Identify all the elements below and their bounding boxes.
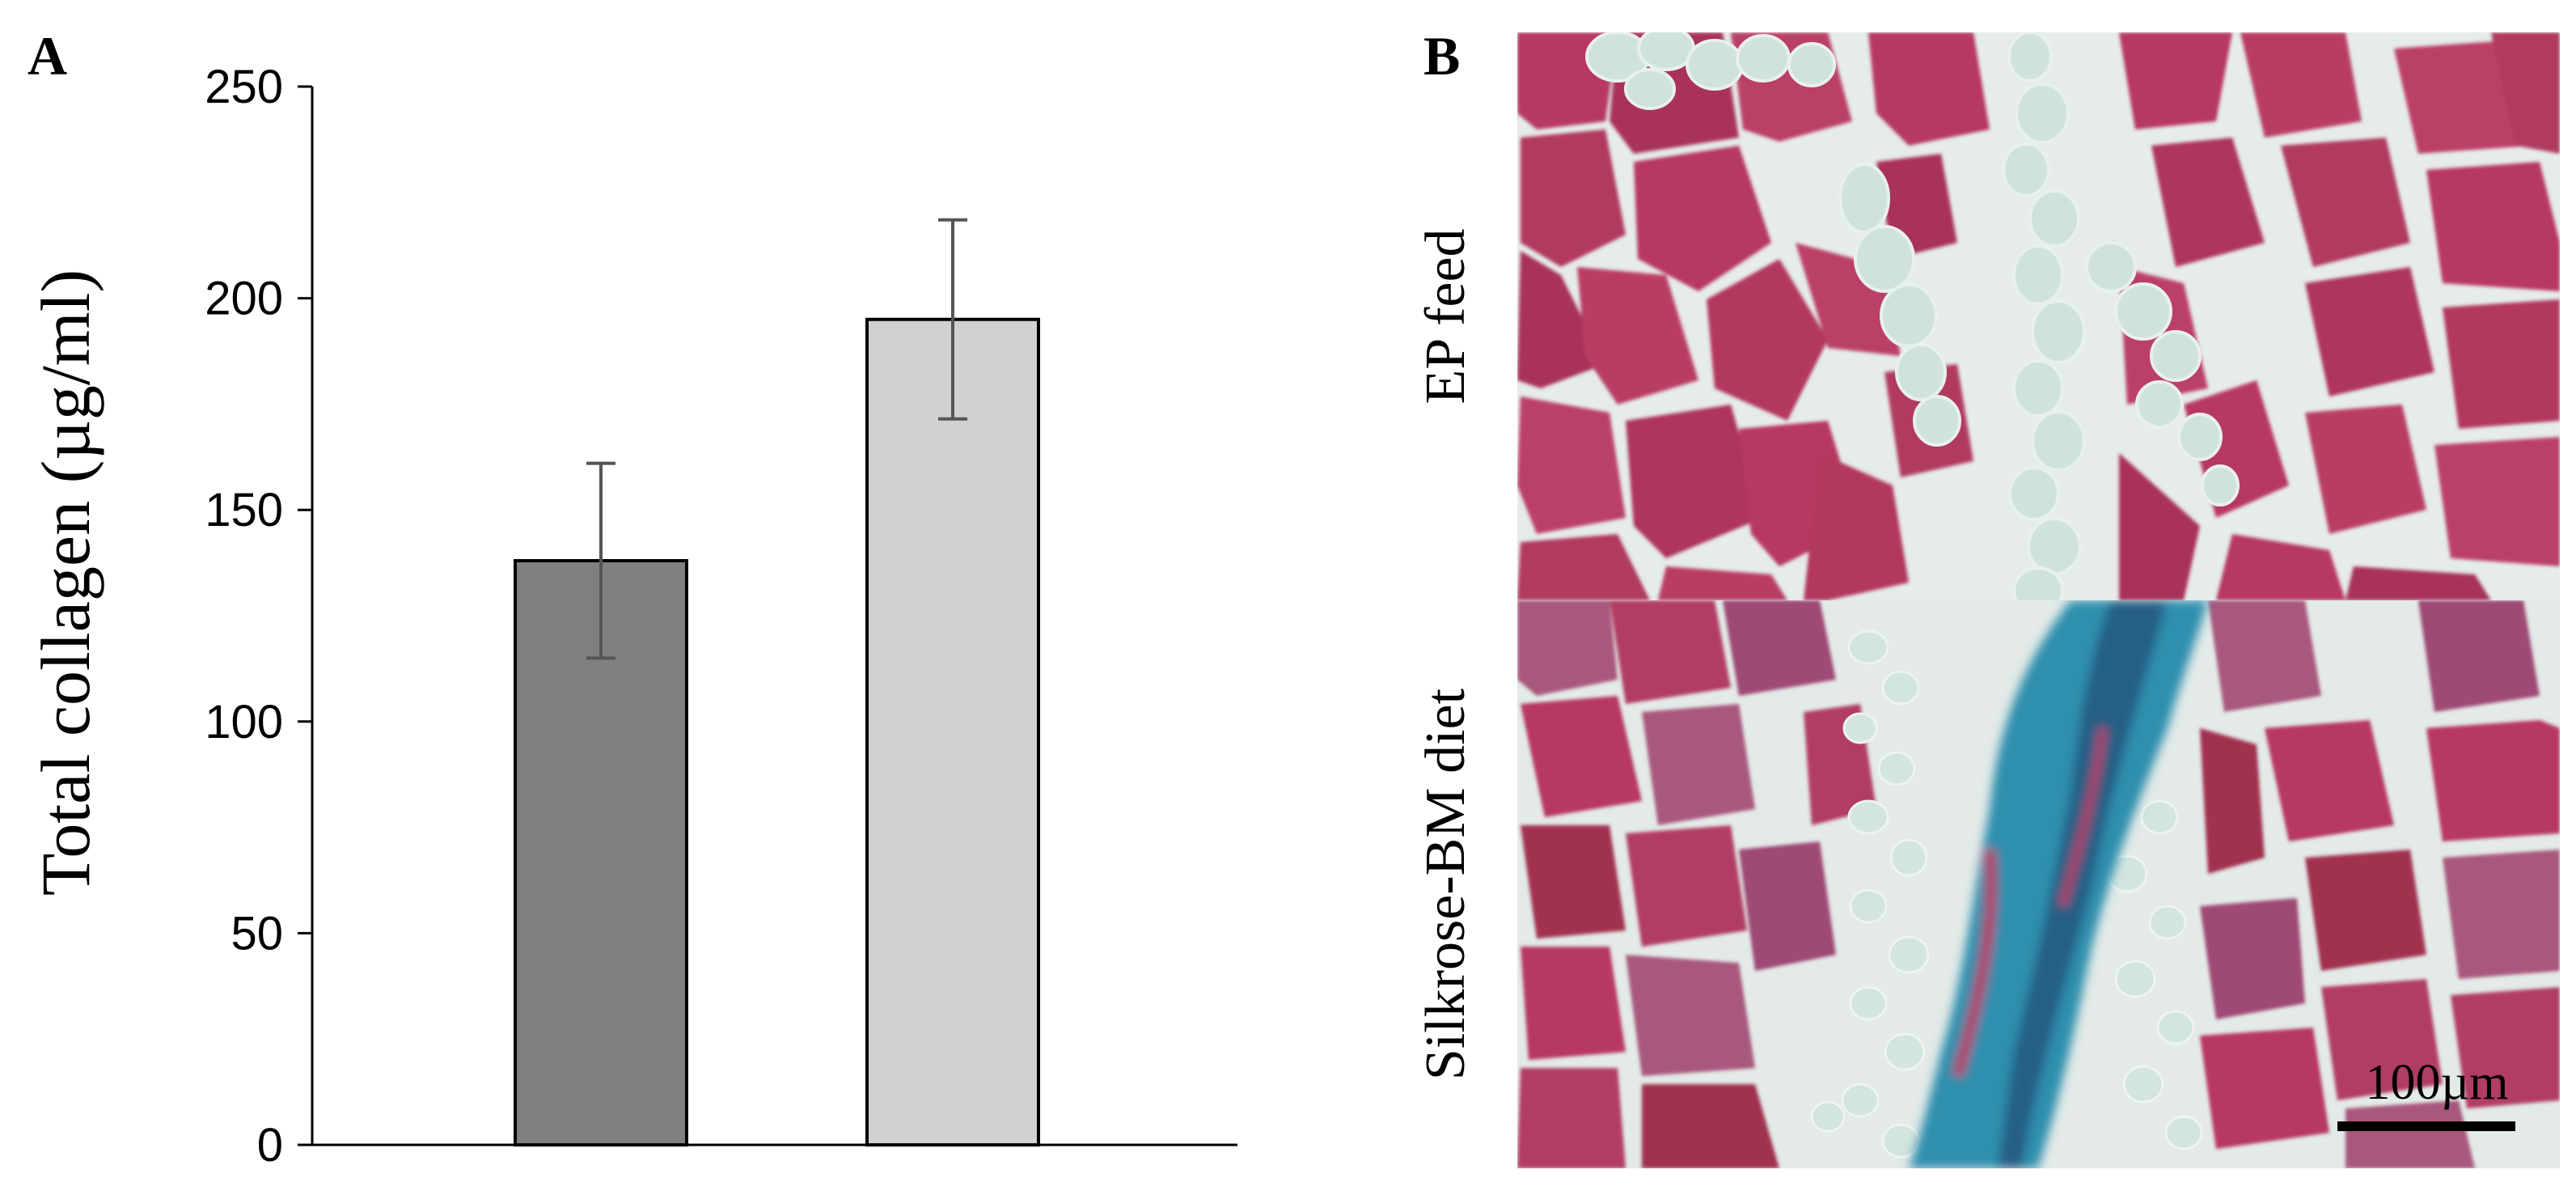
panel-label-a: A xyxy=(27,25,67,87)
label-silkrose-bm-diet: Silkrose-BM diet xyxy=(1415,688,1477,1080)
error-bar-2 xyxy=(938,218,967,421)
y-tick-label: 150 xyxy=(205,484,283,536)
y-tick-label: 50 xyxy=(231,907,283,960)
y-tick-label: 250 xyxy=(205,61,283,113)
y-tick-label: 100 xyxy=(205,696,283,748)
error-bar-1 xyxy=(586,461,615,660)
y-tick-label: 0 xyxy=(257,1119,283,1172)
bar-chart: Total collagen (µg/ml) 0 50 100 150 200 250 xyxy=(27,61,1237,1172)
y-axis-ticks: 0 50 100 150 200 250 xyxy=(205,61,312,1172)
micrograph-silkrose-bm-diet xyxy=(1517,600,2560,1168)
y-tick-label: 200 xyxy=(205,273,283,325)
bars xyxy=(514,218,1040,1146)
bar-2 xyxy=(865,317,1040,1146)
panel-label-b: B xyxy=(1423,25,1460,87)
scale-bar-label: 100µm xyxy=(2366,1055,2509,1110)
micrograph-ep-feed xyxy=(1517,32,2560,600)
y-axis-title: Total collagen (µg/ml) xyxy=(27,269,104,896)
label-ep-feed: EP feed xyxy=(1415,228,1477,404)
